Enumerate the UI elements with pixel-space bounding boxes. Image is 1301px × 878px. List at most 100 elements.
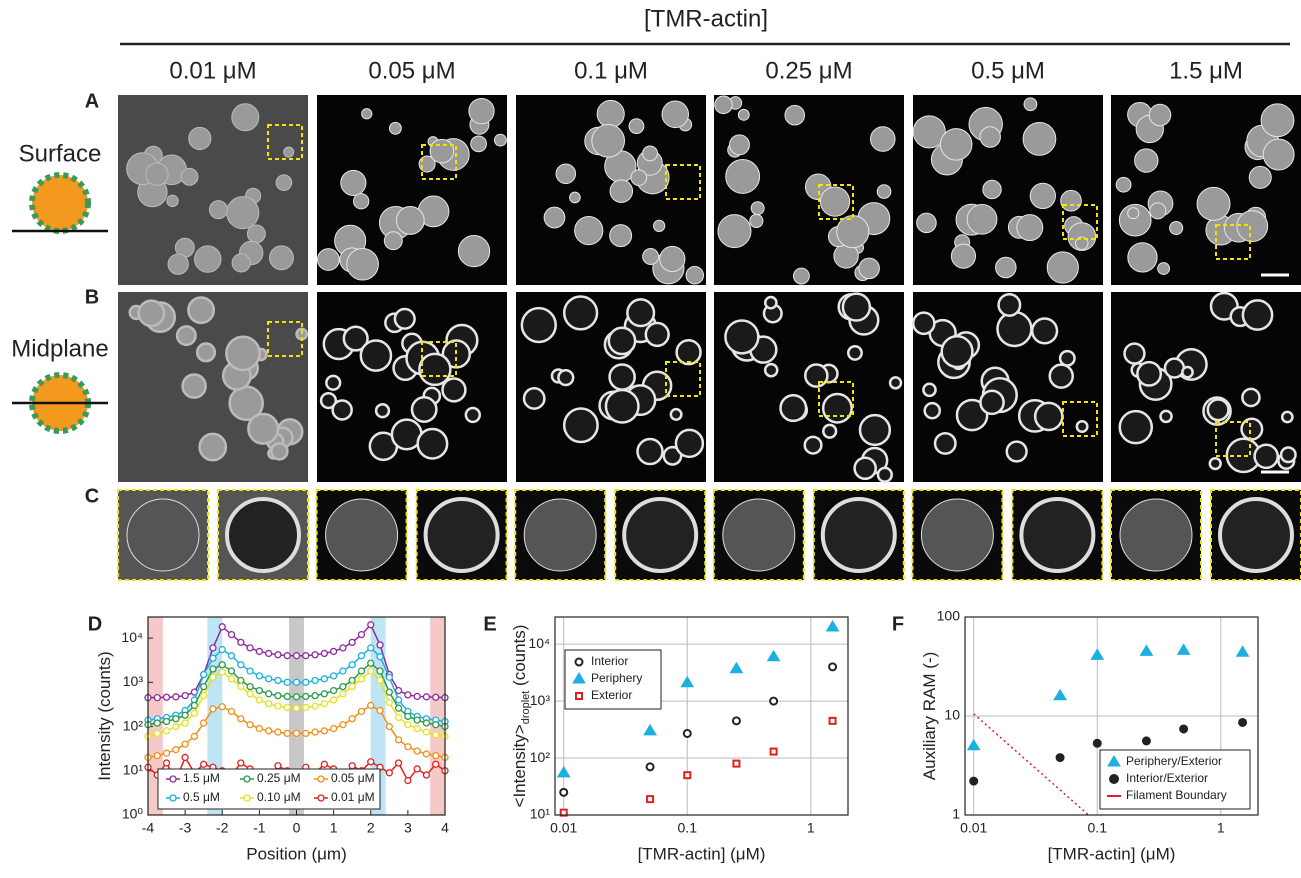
droplet bbox=[562, 407, 599, 444]
point bbox=[153, 729, 161, 738]
y-tick-label: 10⁴ bbox=[121, 629, 143, 645]
point bbox=[246, 682, 254, 691]
point bbox=[283, 652, 291, 660]
panel-label: B bbox=[85, 286, 99, 308]
droplet bbox=[325, 498, 399, 572]
point bbox=[227, 630, 236, 639]
droplet bbox=[1127, 242, 1158, 273]
concentration: 0.01 μM bbox=[169, 57, 256, 84]
point bbox=[200, 691, 208, 700]
point bbox=[559, 787, 569, 797]
point bbox=[1055, 753, 1065, 763]
y-label-sub: droplet bbox=[520, 691, 532, 725]
point bbox=[367, 644, 375, 652]
y-label-main: Auxiliary RAM (-) bbox=[920, 652, 939, 780]
x-tick-label: -1 bbox=[253, 820, 266, 836]
droplet bbox=[195, 342, 217, 363]
point bbox=[265, 699, 273, 708]
point bbox=[218, 661, 226, 669]
panel-label: D bbox=[88, 613, 102, 635]
droplet bbox=[955, 398, 989, 432]
droplet bbox=[662, 445, 683, 466]
point bbox=[274, 702, 282, 710]
point bbox=[357, 630, 366, 639]
y-tick-label: 1 bbox=[952, 806, 960, 822]
point bbox=[1139, 644, 1154, 656]
droplet bbox=[187, 296, 216, 325]
legend-label: Interior/Exterior bbox=[1126, 771, 1208, 785]
point bbox=[209, 665, 217, 673]
point bbox=[181, 719, 189, 727]
droplet bbox=[653, 219, 666, 233]
droplet bbox=[226, 196, 260, 230]
legend-label: 0.05 μM bbox=[331, 771, 375, 785]
point bbox=[769, 747, 778, 756]
droplet bbox=[569, 191, 581, 204]
concentration: 0.1 μM bbox=[574, 57, 648, 84]
point bbox=[394, 686, 403, 695]
droplet bbox=[876, 184, 892, 199]
point bbox=[339, 644, 347, 652]
legend-marker bbox=[169, 775, 177, 783]
droplet bbox=[604, 388, 640, 424]
zoom-box bbox=[818, 381, 854, 417]
droplet bbox=[410, 396, 438, 423]
point bbox=[265, 727, 273, 735]
droplet bbox=[804, 363, 829, 388]
droplet bbox=[642, 248, 660, 266]
point bbox=[1176, 643, 1191, 655]
droplet bbox=[982, 179, 1002, 200]
droplet bbox=[388, 121, 402, 135]
band bbox=[430, 617, 445, 815]
droplet bbox=[950, 243, 977, 269]
row-label: Surface bbox=[19, 140, 102, 167]
droplet bbox=[319, 391, 338, 410]
point bbox=[769, 696, 779, 706]
droplet bbox=[858, 257, 880, 280]
droplet bbox=[1134, 148, 1159, 173]
point bbox=[413, 716, 421, 724]
point bbox=[311, 728, 319, 736]
zoom-box bbox=[267, 124, 303, 160]
droplet bbox=[1157, 262, 1171, 275]
x-tick-label: 0.1 bbox=[1088, 820, 1108, 836]
point bbox=[1053, 688, 1067, 701]
point bbox=[339, 667, 347, 675]
droplet bbox=[661, 100, 690, 129]
droplet bbox=[1196, 186, 1231, 221]
droplet bbox=[137, 299, 166, 328]
point bbox=[162, 727, 171, 735]
point bbox=[292, 693, 301, 701]
zoom-box bbox=[1062, 401, 1098, 437]
point bbox=[357, 675, 366, 683]
droplet bbox=[1248, 165, 1272, 189]
droplet bbox=[922, 382, 937, 398]
droplet bbox=[750, 201, 765, 216]
point bbox=[643, 723, 657, 736]
point bbox=[646, 795, 655, 804]
droplet bbox=[316, 248, 340, 271]
droplet bbox=[1115, 176, 1132, 193]
point bbox=[237, 759, 245, 767]
point bbox=[237, 661, 245, 669]
droplet bbox=[722, 498, 796, 572]
point bbox=[181, 691, 189, 700]
point bbox=[162, 717, 171, 726]
legend-marker bbox=[243, 794, 251, 802]
x-tick-label: 1 bbox=[1217, 820, 1225, 836]
legend-marker bbox=[317, 794, 325, 802]
legend-label: Periphery bbox=[591, 671, 642, 685]
x-tick-label: -3 bbox=[179, 820, 192, 836]
point bbox=[311, 651, 319, 659]
point bbox=[246, 690, 254, 698]
droplet bbox=[1033, 401, 1064, 432]
point bbox=[367, 701, 375, 710]
point bbox=[172, 746, 180, 754]
point bbox=[348, 676, 356, 685]
droplet bbox=[1058, 349, 1076, 367]
point bbox=[413, 692, 421, 701]
legend-label: 0.01 μM bbox=[331, 790, 375, 804]
droplet bbox=[888, 376, 903, 390]
point bbox=[1179, 724, 1189, 734]
